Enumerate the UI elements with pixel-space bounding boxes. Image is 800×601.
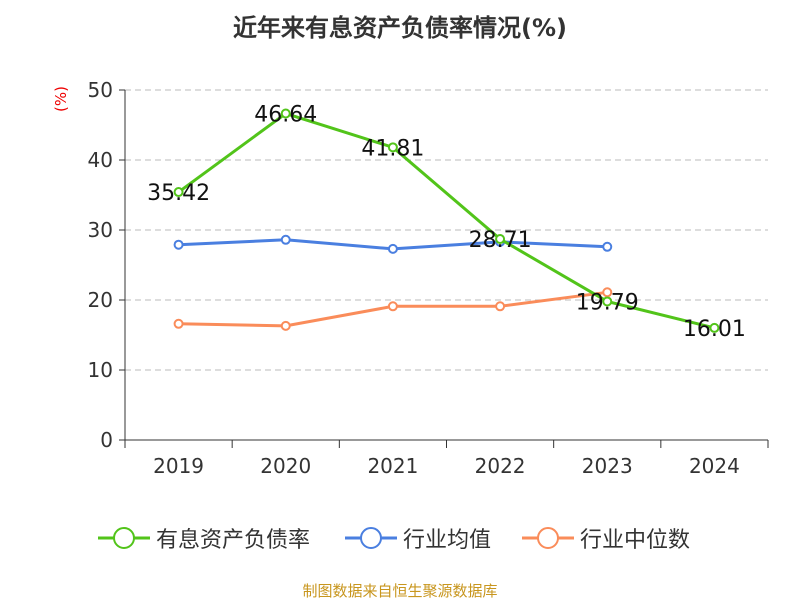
data-label: 46.64 <box>254 103 317 128</box>
data-point[interactable] <box>387 243 398 254</box>
x-tick-label: 2023 <box>582 454 633 478</box>
data-point[interactable] <box>280 320 291 331</box>
y-tick-label: 10 <box>88 358 113 382</box>
legend-item[interactable]: 有息资产负债率 <box>98 522 310 554</box>
data-label: 19.79 <box>576 290 639 315</box>
y-tick-label: 20 <box>88 288 113 312</box>
data-point[interactable] <box>280 234 291 245</box>
data-label: 35.42 <box>147 181 210 206</box>
x-tick-label: 2019 <box>153 454 204 478</box>
y-tick-label: 30 <box>88 218 113 242</box>
y-tick-label: 0 <box>100 428 113 452</box>
data-point[interactable] <box>495 301 506 312</box>
legend-item[interactable]: 行业中位数 <box>522 522 690 554</box>
data-point[interactable] <box>387 142 398 153</box>
legend-label: 有息资产负债率 <box>156 528 311 553</box>
chart-title: 近年来有息资产负债率情况(%) <box>233 14 567 42</box>
data-point[interactable] <box>173 318 184 329</box>
x-tick-label: 2020 <box>260 454 311 478</box>
legend-label: 行业中位数 <box>580 528 691 553</box>
x-tick-label: 2022 <box>475 454 526 478</box>
series-line <box>177 111 715 330</box>
data-label: 16.01 <box>683 317 746 342</box>
source-note: 制图数据来自恒生聚源数据库 <box>302 582 498 600</box>
data-point[interactable] <box>387 301 398 312</box>
data-point[interactable] <box>602 241 613 252</box>
data-point[interactable] <box>173 187 184 198</box>
legend-label: 行业均值 <box>403 528 492 553</box>
data-point[interactable] <box>173 239 184 250</box>
x-tick-label: 2021 <box>367 454 418 478</box>
y-tick-label: 50 <box>88 78 113 102</box>
data-point[interactable] <box>602 287 613 298</box>
data-point[interactable] <box>495 234 506 245</box>
legend-item[interactable]: 行业均值 <box>345 522 491 554</box>
legend-marker-icon <box>522 527 574 549</box>
x-tick-label: 2024 <box>689 454 740 478</box>
y-tick-label: 40 <box>88 148 113 172</box>
legend-marker-icon <box>345 527 397 549</box>
data-label: 41.81 <box>361 136 424 161</box>
data-point[interactable] <box>602 296 613 307</box>
data-point[interactable] <box>280 108 291 119</box>
legend-marker-icon <box>98 527 150 549</box>
data-label: 28.71 <box>469 228 532 253</box>
data-point[interactable] <box>709 322 720 333</box>
